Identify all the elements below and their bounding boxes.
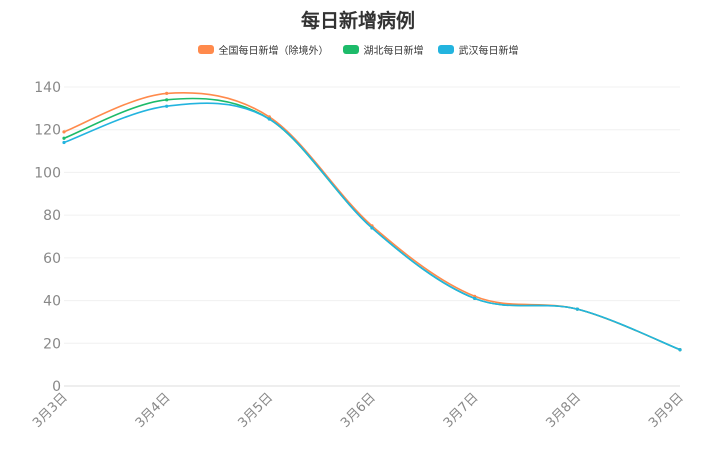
x-tick-label: 3月6日 — [338, 390, 379, 431]
legend-label-national: 全国每日新增（除境外） — [218, 46, 329, 57]
y-tick-label: 140 — [34, 80, 61, 96]
chart-title: 每日新增病例 — [300, 10, 415, 32]
data-point-hubei[interactable] — [165, 98, 169, 102]
data-point-wuhan[interactable] — [165, 104, 169, 108]
legend: 全国每日新增（除境外） 湖北每日新增 武汉每日新增 — [0, 42, 716, 57]
legend-label-hubei: 湖北每日新增 — [363, 46, 424, 57]
legend-item-wuhan[interactable]: 武汉每日新增 — [437, 42, 519, 57]
x-tick-label: 3月8日 — [543, 390, 584, 431]
data-point-hubei[interactable] — [62, 136, 66, 140]
y-tick-label: 120 — [34, 123, 61, 139]
y-tick-label: 60 — [43, 251, 61, 267]
x-tick-label: 3月4日 — [133, 390, 174, 431]
data-point-national[interactable] — [62, 130, 66, 134]
x-tick-label: 3月3日 — [30, 390, 71, 431]
y-tick-label: 100 — [34, 165, 61, 181]
data-point-wuhan[interactable] — [575, 307, 579, 311]
data-point-national[interactable] — [165, 91, 169, 96]
data-point-wuhan[interactable] — [678, 348, 682, 352]
legend-swatch-hubei — [342, 45, 359, 54]
data-point-wuhan[interactable] — [267, 117, 271, 121]
legend-item-hubei[interactable]: 湖北每日新增 — [342, 42, 424, 57]
y-tick-label: 80 — [43, 208, 61, 224]
series-line-national[interactable] — [63, 91, 681, 351]
x-tick-label: 3月7日 — [441, 390, 482, 431]
legend-swatch-national — [197, 45, 214, 54]
y-tick-label: 0 — [52, 379, 61, 395]
data-point-wuhan[interactable] — [62, 140, 66, 145]
legend-label-wuhan: 武汉每日新增 — [458, 46, 519, 57]
legend-swatch-wuhan — [437, 45, 454, 54]
legend-item-national[interactable]: 全国每日新增（除境外） — [197, 42, 329, 57]
y-tick-label: 20 — [43, 336, 61, 352]
data-point-wuhan[interactable] — [473, 296, 477, 301]
data-point-wuhan[interactable] — [370, 226, 374, 230]
x-tick-label: 3月9日 — [646, 390, 687, 431]
y-tick-label: 40 — [43, 294, 61, 310]
x-tick-label: 3月5日 — [235, 390, 276, 431]
